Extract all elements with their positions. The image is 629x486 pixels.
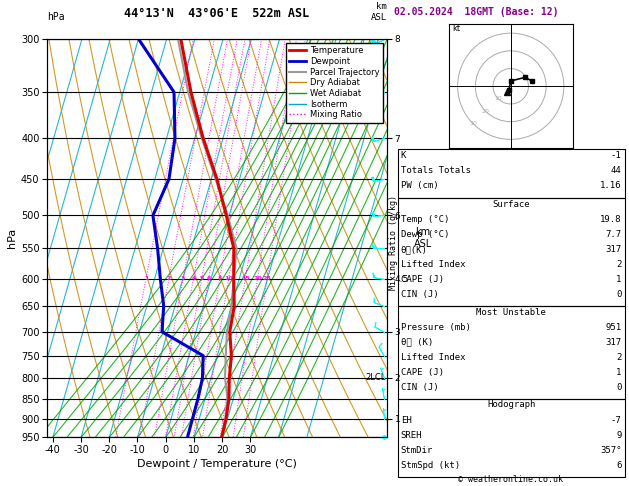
Text: 2: 2 (616, 353, 621, 362)
Text: km
ASL: km ASL (370, 2, 387, 22)
Text: 1: 1 (616, 275, 621, 284)
Text: © weatheronline.co.uk: © weatheronline.co.uk (459, 474, 563, 484)
Text: -1: -1 (611, 151, 621, 160)
Text: Lifted Index: Lifted Index (401, 353, 465, 362)
Text: 9: 9 (616, 431, 621, 440)
Text: 2: 2 (167, 276, 171, 281)
Text: θᴇ(K): θᴇ(K) (401, 245, 428, 254)
Text: Surface: Surface (493, 200, 530, 209)
Text: CAPE (J): CAPE (J) (401, 275, 443, 284)
Text: Lifted Index: Lifted Index (401, 260, 465, 269)
Text: 1.16: 1.16 (600, 181, 621, 191)
Text: 1: 1 (144, 276, 148, 281)
Text: PW (cm): PW (cm) (401, 181, 438, 191)
Text: 357°: 357° (600, 446, 621, 455)
Text: 10: 10 (225, 276, 233, 281)
Text: CAPE (J): CAPE (J) (401, 368, 443, 377)
Text: 7.7: 7.7 (605, 230, 621, 239)
Text: Most Unstable: Most Unstable (476, 308, 546, 317)
Text: EH: EH (401, 416, 411, 425)
Text: 44°13'N  43°06'E  522m ASL: 44°13'N 43°06'E 522m ASL (125, 7, 309, 20)
Text: 6: 6 (206, 276, 211, 281)
Text: 8: 8 (218, 276, 222, 281)
Text: 02.05.2024  18GMT (Base: 12): 02.05.2024 18GMT (Base: 12) (394, 7, 559, 17)
Text: 15: 15 (241, 276, 250, 281)
Text: 2LCL: 2LCL (365, 373, 386, 382)
Text: 20: 20 (482, 109, 489, 114)
Text: 3: 3 (181, 276, 185, 281)
Text: 0: 0 (616, 290, 621, 299)
Text: Pressure (mb): Pressure (mb) (401, 323, 470, 332)
Text: CIN (J): CIN (J) (401, 290, 438, 299)
Text: 10: 10 (494, 96, 502, 102)
Text: θᴇ (K): θᴇ (K) (401, 338, 433, 347)
Text: 951: 951 (605, 323, 621, 332)
Text: hPa: hPa (47, 12, 65, 22)
Text: 44: 44 (611, 166, 621, 175)
Text: Temp (°C): Temp (°C) (401, 215, 449, 224)
Text: 30: 30 (469, 122, 477, 126)
Text: StmDir: StmDir (401, 446, 433, 455)
Text: Mixing Ratio (g/kg): Mixing Ratio (g/kg) (389, 195, 398, 291)
Text: K: K (401, 151, 406, 160)
Text: 20: 20 (253, 276, 262, 281)
Text: 0: 0 (616, 383, 621, 392)
Text: 19.8: 19.8 (600, 215, 621, 224)
Text: 4: 4 (191, 276, 196, 281)
Text: -7: -7 (611, 416, 621, 425)
Text: StmSpd (kt): StmSpd (kt) (401, 461, 460, 470)
Text: Dewp (°C): Dewp (°C) (401, 230, 449, 239)
Text: CIN (J): CIN (J) (401, 383, 438, 392)
Text: 317: 317 (605, 245, 621, 254)
Text: 2: 2 (616, 260, 621, 269)
Text: kt: kt (452, 24, 460, 34)
Y-axis label: hPa: hPa (7, 228, 17, 248)
Text: SREH: SREH (401, 431, 422, 440)
Text: 1: 1 (616, 368, 621, 377)
Text: 317: 317 (605, 338, 621, 347)
X-axis label: Dewpoint / Temperature (°C): Dewpoint / Temperature (°C) (137, 459, 297, 469)
Text: 6: 6 (616, 461, 621, 470)
Text: 5: 5 (199, 276, 204, 281)
Legend: Temperature, Dewpoint, Parcel Trajectory, Dry Adiabat, Wet Adiabat, Isotherm, Mi: Temperature, Dewpoint, Parcel Trajectory… (286, 43, 382, 122)
Text: 25: 25 (263, 276, 272, 281)
Text: Totals Totals: Totals Totals (401, 166, 470, 175)
Y-axis label: km
ASL: km ASL (413, 227, 431, 249)
Text: Hodograph: Hodograph (487, 400, 535, 410)
